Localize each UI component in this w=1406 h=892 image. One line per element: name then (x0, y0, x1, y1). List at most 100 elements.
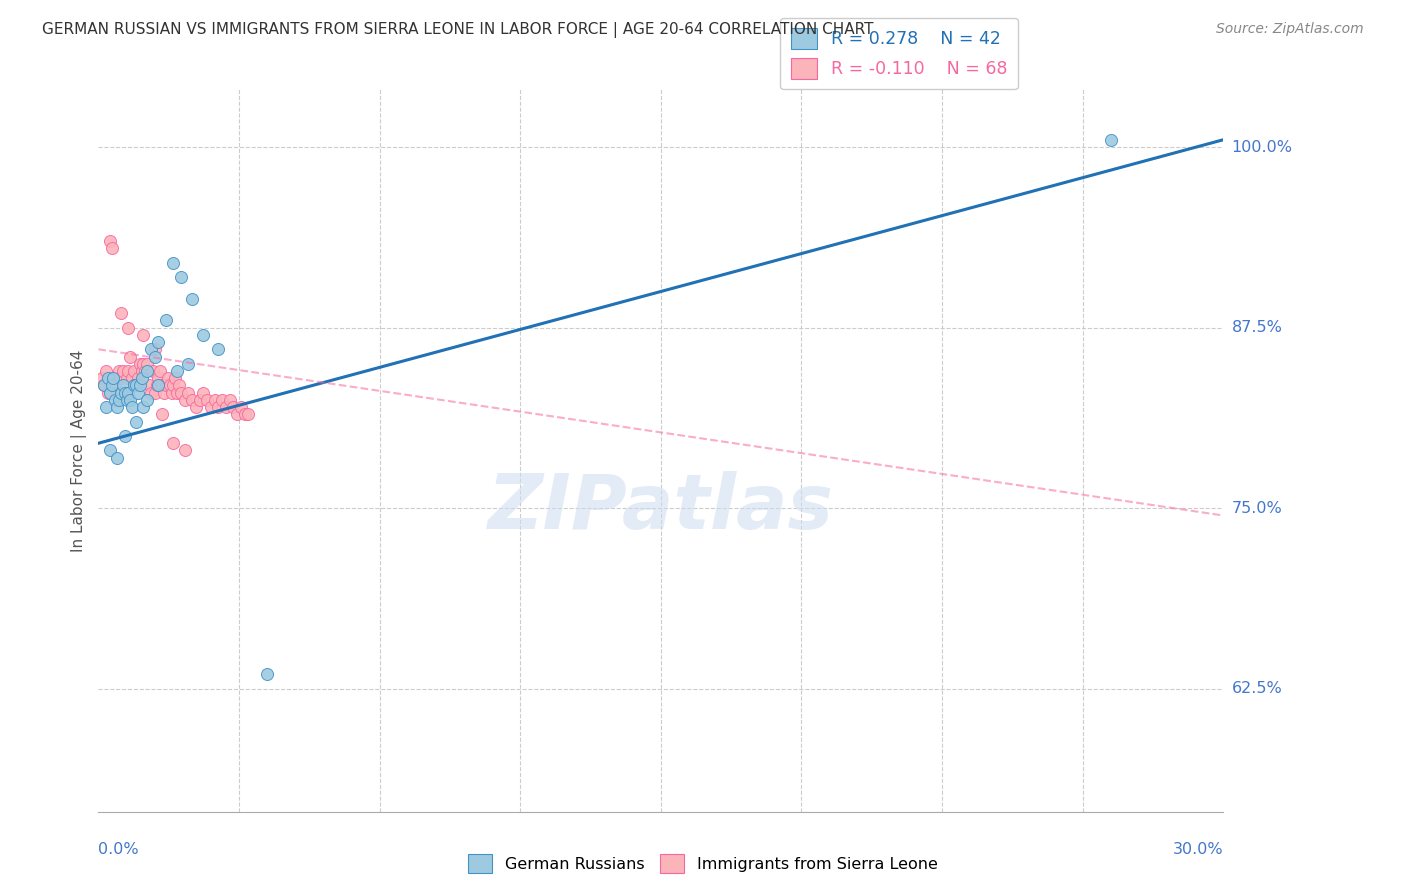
Point (229, 400, 252, 414)
Point (155, 313, 177, 327)
Point (115, 371, 138, 385)
Point (105, 400, 128, 414)
Text: 62.5%: 62.5% (1232, 681, 1282, 697)
Point (149, 364, 172, 378)
Point (200, 400, 222, 414)
Point (136, 357, 159, 371)
Point (128, 357, 150, 371)
Point (177, 385, 200, 400)
Point (150, 378, 173, 392)
Point (114, 385, 136, 400)
Point (131, 364, 153, 378)
Text: Source: ZipAtlas.com: Source: ZipAtlas.com (1216, 22, 1364, 37)
Point (139, 385, 162, 400)
Point (167, 378, 190, 392)
Point (93, 378, 115, 392)
Point (127, 385, 149, 400)
Point (156, 371, 179, 385)
Point (94, 364, 117, 378)
Point (160, 385, 183, 400)
Point (97, 371, 120, 385)
Point (104, 392, 127, 407)
Point (125, 378, 148, 392)
Point (211, 392, 233, 407)
Point (162, 255, 184, 269)
Point (114, 385, 136, 400)
Point (121, 371, 143, 385)
Point (173, 443, 195, 458)
Point (143, 343, 166, 357)
Point (162, 436, 184, 450)
Point (166, 385, 188, 400)
Point (181, 392, 204, 407)
Text: ZIPatlas: ZIPatlas (488, 471, 834, 545)
Point (238, 407, 260, 421)
Point (125, 415, 148, 429)
Point (207, 400, 229, 414)
Legend: R = 0.278    N = 42, R = -0.110    N = 68: R = 0.278 N = 42, R = -0.110 N = 68 (780, 18, 1018, 89)
Point (98, 385, 121, 400)
Point (98, 234, 121, 248)
Point (94, 400, 117, 414)
Point (132, 327, 155, 342)
Point (166, 364, 188, 378)
Point (108, 392, 131, 407)
Y-axis label: In Labor Force | Age 20-64: In Labor Force | Age 20-64 (72, 350, 87, 551)
Point (148, 378, 170, 392)
Point (117, 364, 139, 378)
Point (108, 364, 131, 378)
Point (105, 450, 128, 465)
Point (173, 392, 195, 407)
Point (170, 385, 193, 400)
Point (125, 378, 148, 392)
Point (100, 241, 122, 255)
Point (222, 400, 245, 414)
Text: 0.0%: 0.0% (98, 842, 139, 857)
Point (165, 371, 187, 385)
Point (148, 371, 170, 385)
Point (136, 392, 159, 407)
Point (143, 385, 166, 400)
Point (195, 392, 218, 407)
Point (162, 378, 184, 392)
Point (103, 371, 125, 385)
Point (233, 407, 256, 421)
Point (145, 378, 167, 392)
Point (114, 429, 136, 443)
Point (122, 364, 145, 378)
Point (110, 306, 132, 320)
Point (193, 385, 215, 400)
Point (132, 357, 155, 371)
Text: 100.0%: 100.0% (1232, 139, 1292, 154)
Point (138, 378, 160, 392)
Point (93, 378, 115, 392)
Text: GERMAN RUSSIAN VS IMMIGRANTS FROM SIERRA LEONE IN LABOR FORCE | AGE 20-64 CORREL: GERMAN RUSSIAN VS IMMIGRANTS FROM SIERRA… (42, 22, 873, 38)
Point (1099, 133, 1122, 147)
Legend: German Russians, Immigrants from Sierra Leone: German Russians, Immigrants from Sierra … (461, 847, 945, 880)
Point (177, 357, 200, 371)
Point (188, 392, 211, 407)
Point (97, 385, 120, 400)
Point (131, 371, 153, 385)
Point (110, 371, 132, 385)
Point (256, 667, 278, 681)
Point (111, 364, 134, 378)
Point (136, 364, 159, 378)
Text: 75.0%: 75.0% (1232, 500, 1282, 516)
Point (155, 378, 177, 392)
Point (105, 385, 128, 400)
Point (128, 378, 150, 392)
Point (226, 407, 249, 421)
Point (110, 385, 132, 400)
Point (98, 443, 121, 458)
Point (184, 400, 207, 414)
Point (153, 385, 176, 400)
Point (115, 392, 138, 407)
Point (207, 343, 229, 357)
Point (111, 378, 134, 392)
Point (120, 392, 142, 407)
Point (117, 320, 139, 334)
Point (139, 343, 162, 357)
Point (132, 400, 155, 414)
Point (100, 378, 122, 392)
